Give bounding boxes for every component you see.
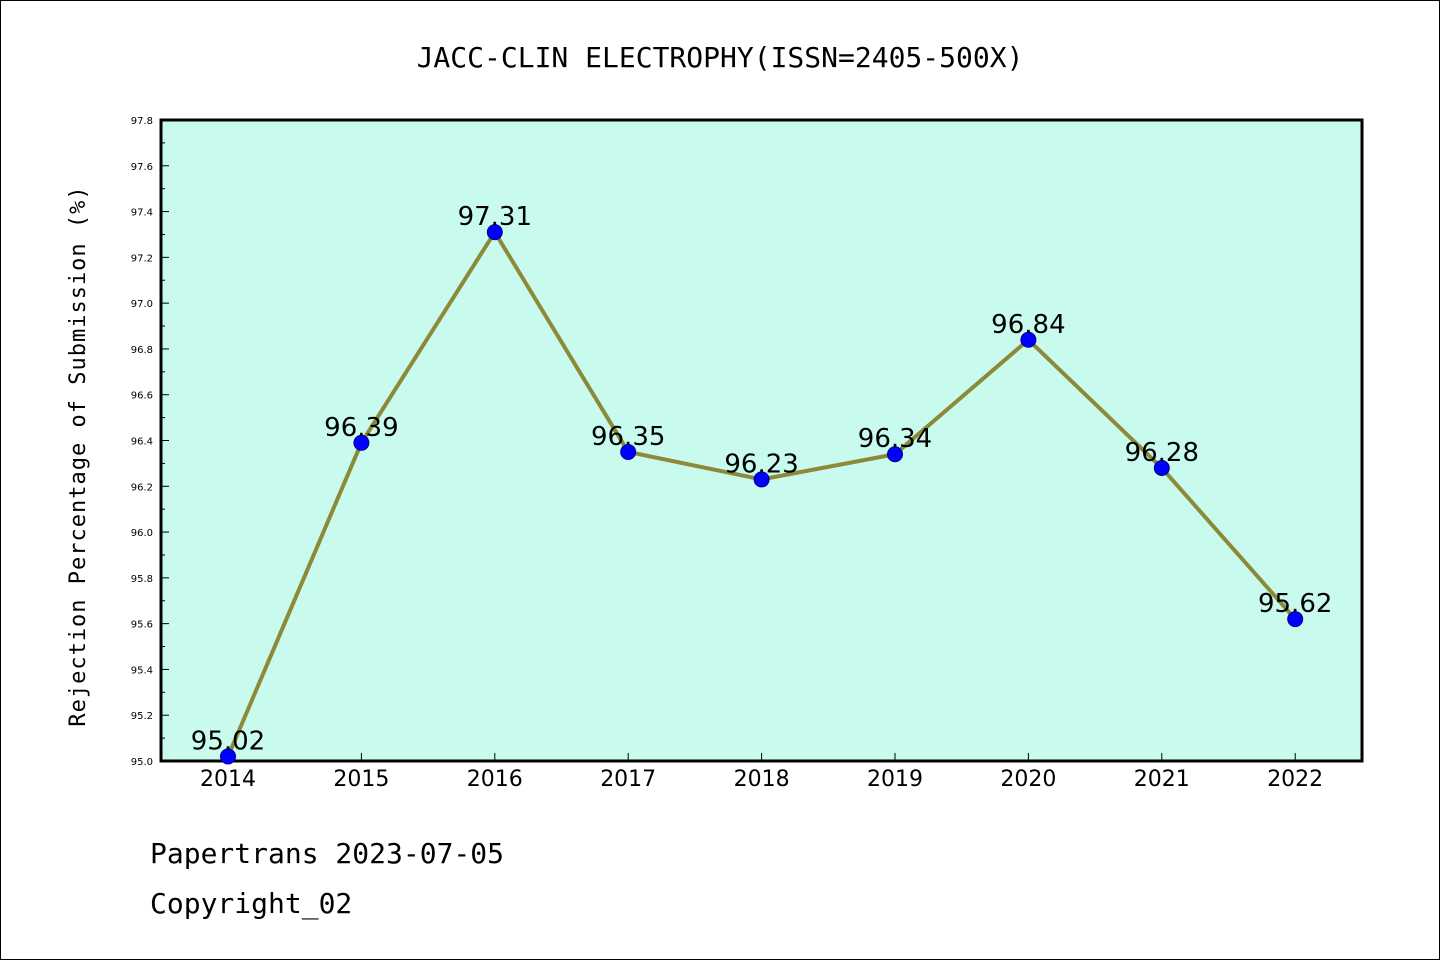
footer-date-line: Papertrans 2023-07-05 (150, 837, 505, 870)
data-label: 95.62 (1258, 589, 1332, 619)
y-tick-label: 95.6 (131, 620, 153, 631)
data-point-marker (1287, 611, 1304, 628)
series-line-group (220, 224, 1304, 765)
y-axis-label: Rejection Percentage of Submission (%) (66, 185, 91, 726)
x-tick-label: 2020 (1000, 767, 1056, 792)
data-point-marker (220, 748, 236, 765)
footer-copyright-line: Copyright_02 (150, 887, 353, 920)
y-tick-label: 97.4 (131, 208, 153, 219)
y-tick-label: 97.0 (131, 299, 153, 310)
data-label: 96.84 (991, 310, 1065, 340)
x-axis: 2014 2015 2016 2017 2018 2019 2020 2021 2022 (200, 753, 1323, 792)
data-label: 96.35 (591, 422, 665, 452)
data-point-marker (753, 471, 770, 488)
y-tick-label: 97.2 (131, 253, 153, 264)
y-tick-label: 96.2 (131, 482, 153, 493)
data-label: 96.23 (724, 449, 798, 479)
y-tick-label: 96.0 (131, 528, 153, 539)
y-axis: 95.0 95.2 95.4 95.6 95.8 96.0 96.2 96.4 96.6 96.8… (131, 116, 169, 768)
data-label: 96.39 (324, 413, 398, 443)
x-tick-label: 2018 (734, 767, 790, 792)
x-tick-label: 2014 (200, 767, 256, 792)
y-tick-label: 97.6 (131, 162, 153, 173)
data-point-marker (353, 434, 370, 451)
x-tick-label: 2019 (867, 767, 923, 792)
data-point-marker (620, 443, 637, 460)
x-tick-label: 2017 (600, 767, 656, 792)
data-point-marker (887, 446, 903, 463)
x-tick-label: 2021 (1134, 767, 1190, 792)
data-label-group: 95.02 96.39 97.31 96.35 96.23 96.34 96.84 96.28… (191, 202, 1333, 756)
chart-title: JACC-CLIN ELECTROPHY(ISSN=2405-500X) (417, 41, 1024, 74)
y-tick-label: 96.4 (131, 437, 153, 448)
x-tick-label: 2016 (467, 767, 523, 792)
y-tick-label: 95.0 (131, 757, 153, 768)
x-tick-label: 2022 (1267, 767, 1323, 792)
data-label: 96.28 (1125, 438, 1199, 468)
y-tick-label: 95.2 (131, 711, 153, 722)
data-label: 97.31 (458, 202, 532, 232)
data-point-marker (1153, 459, 1170, 476)
y-tick-label: 95.4 (131, 665, 153, 676)
x-tick-label: 2015 (333, 767, 389, 792)
y-tick-label: 97.8 (131, 116, 153, 127)
y-tick-label: 96.8 (131, 345, 153, 356)
y-tick-label: 95.8 (131, 574, 153, 585)
data-label: 95.02 (191, 726, 265, 756)
data-point-marker (1020, 331, 1037, 348)
data-label: 96.34 (858, 424, 932, 454)
data-point-marker (486, 224, 503, 241)
y-tick-label: 96.6 (131, 391, 153, 402)
